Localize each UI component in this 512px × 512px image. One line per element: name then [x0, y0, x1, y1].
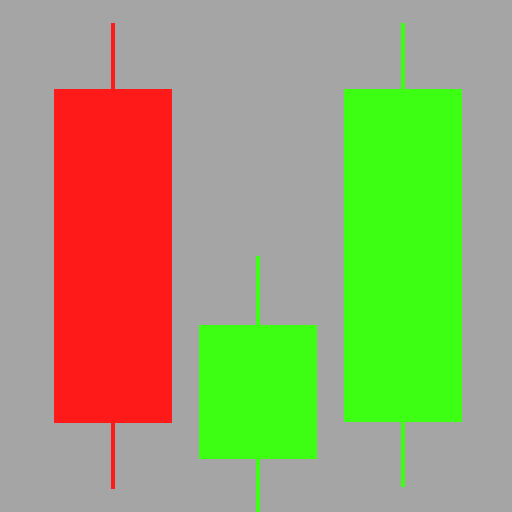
- candle-1: [54, 23, 172, 489]
- candles-layer: [54, 23, 462, 512]
- candle-1-body: [54, 89, 172, 423]
- candle-2-body: [199, 325, 317, 459]
- candle-3-body: [344, 89, 462, 422]
- candle-3: [344, 23, 462, 487]
- candle-2: [199, 256, 317, 512]
